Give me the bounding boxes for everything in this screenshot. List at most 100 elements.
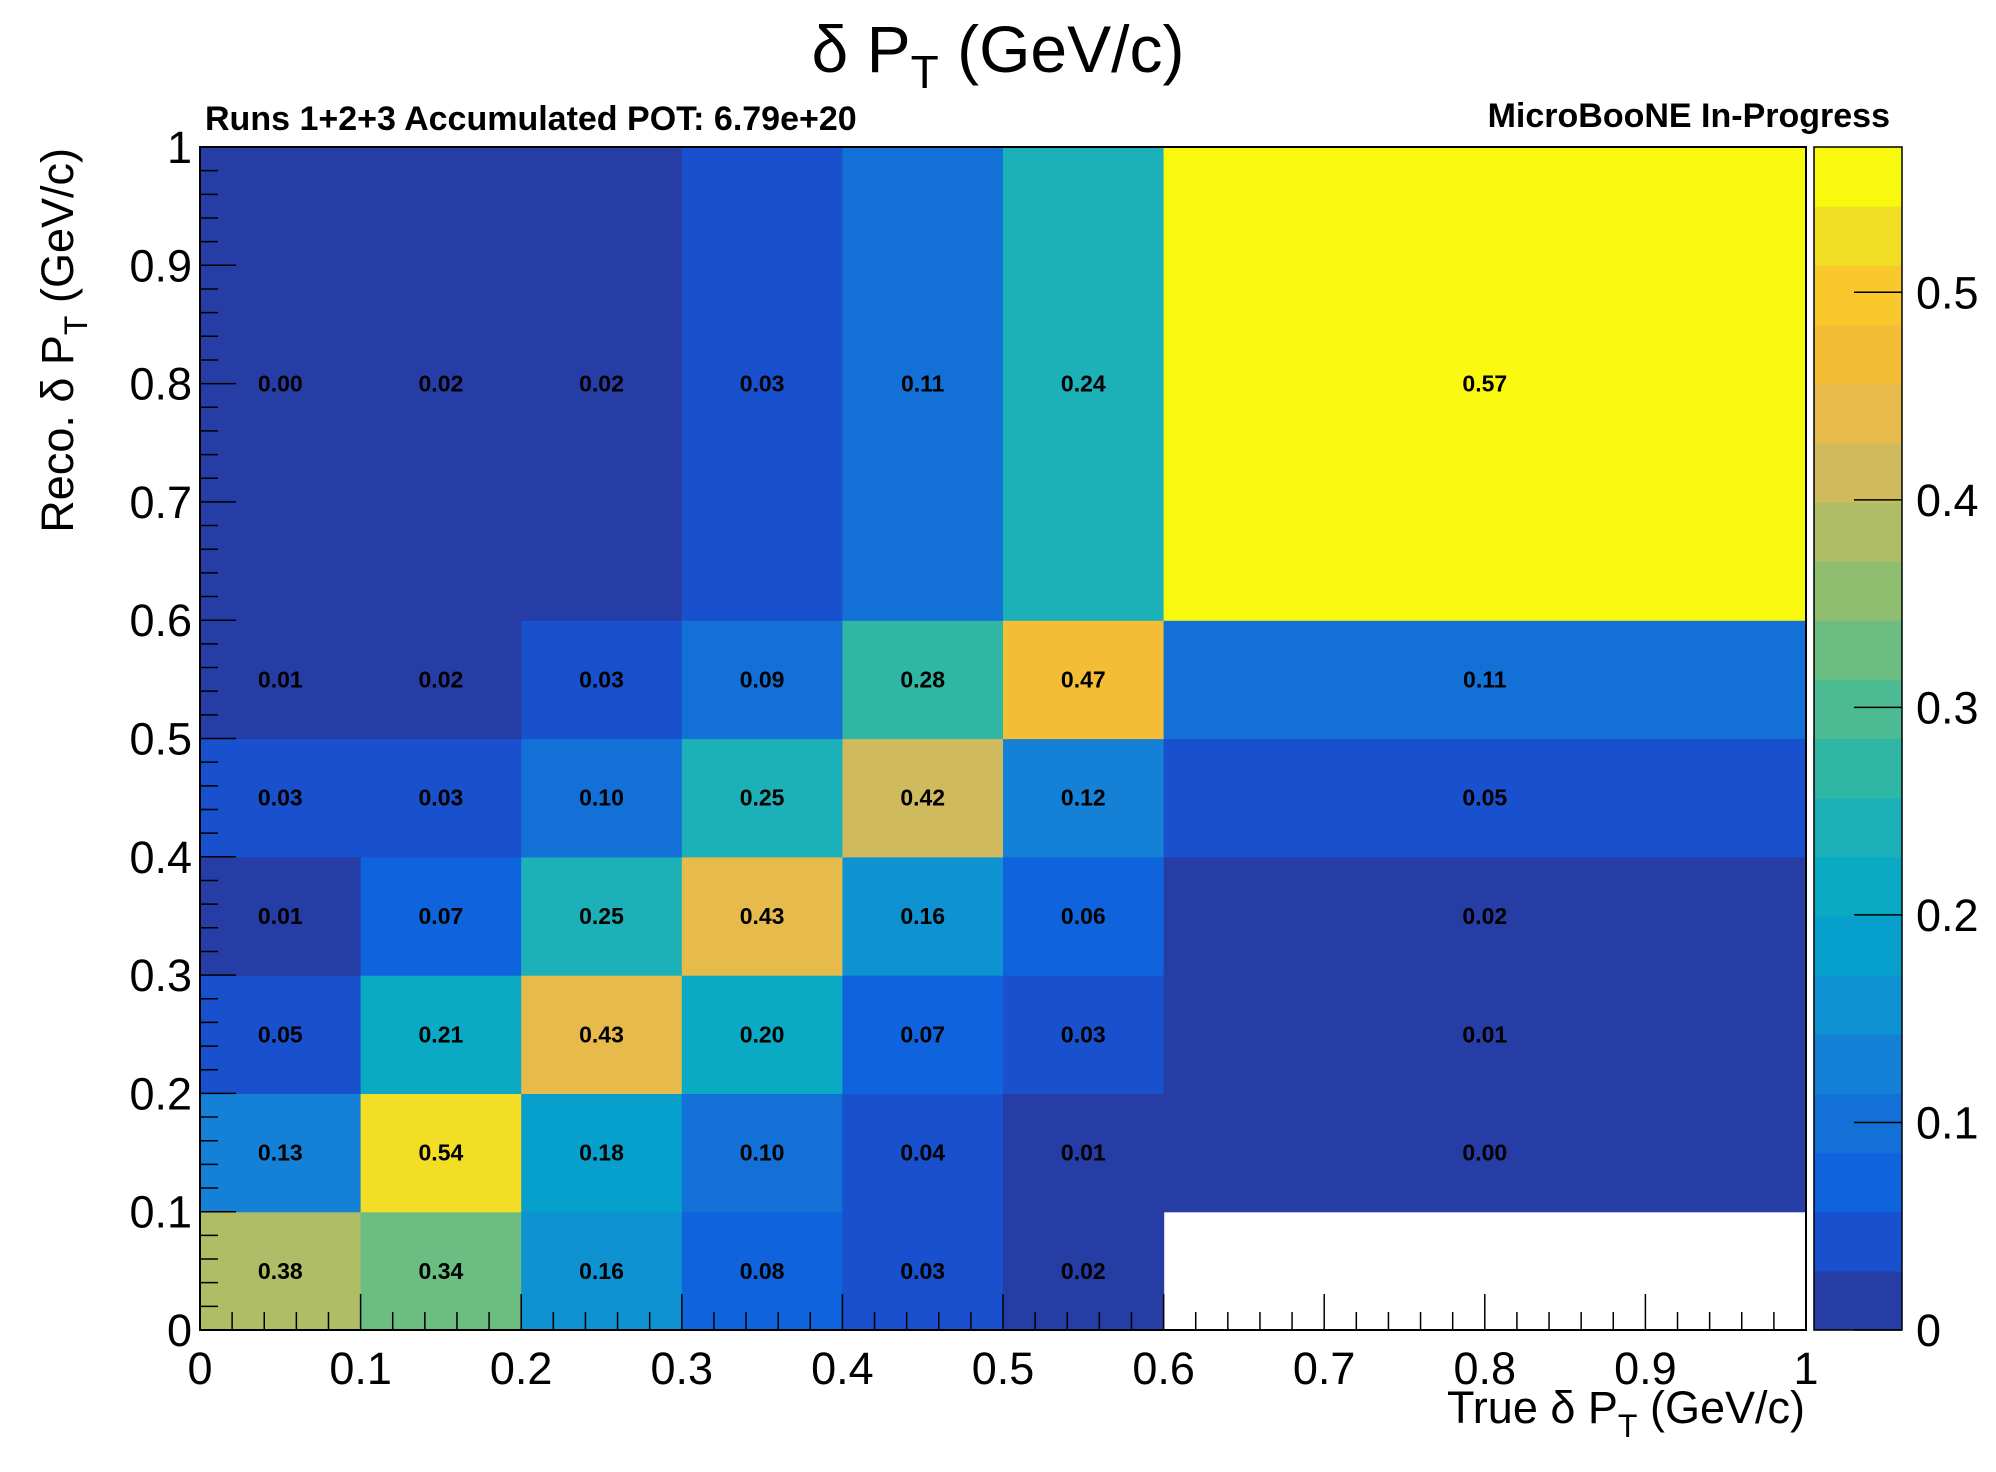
y-tick-label: 0 [167, 1305, 192, 1356]
heatmap-cell [1003, 975, 1165, 1094]
color-scale-segment [1814, 1152, 1902, 1213]
cell-value-label: 0.07 [900, 1021, 945, 1047]
cell-value-label: 0.12 [1061, 785, 1106, 811]
cell-value-label: 0.01 [1061, 1140, 1106, 1166]
cell-value-label: 0.16 [579, 1258, 624, 1284]
heatmap-cell [681, 856, 843, 976]
cell-value-label: 0.42 [900, 785, 945, 811]
color-scale-segment [1814, 206, 1902, 266]
heatmap-cell [842, 856, 1004, 976]
heatmap-cell [842, 1211, 1004, 1331]
cell-value-label: 0.21 [419, 1021, 464, 1047]
x-tick-label: 0.5 [972, 1343, 1035, 1394]
cell-value-label: 0.08 [740, 1258, 785, 1284]
heatmap-cell [1163, 856, 1807, 976]
heatmap-cell [1163, 975, 1807, 1094]
heatmap-cell [842, 1093, 1004, 1213]
cell-value-label: 0.05 [258, 1021, 303, 1047]
heatmap-cell [681, 620, 843, 740]
color-scale-tick-label: 0.3 [1916, 682, 1979, 733]
cell-value-label: 0.03 [419, 785, 464, 811]
heatmap-cell [521, 1093, 683, 1213]
heatmap-cell [681, 147, 843, 621]
heatmap-cell [200, 975, 362, 1094]
cell-value-labels: 0.38 0.34 0.16 0.08 0.03 0.02 0.13 0.54 0.18 0.10… [258, 371, 1507, 1284]
heatmap-cell [1003, 856, 1165, 976]
heatmap-cell [1003, 1211, 1165, 1331]
cell-value-label: 0.43 [740, 903, 785, 929]
color-scale-segment [1814, 738, 1902, 799]
heatmap-cell [1163, 620, 1807, 740]
heatmap-cell [842, 620, 1004, 740]
color-scale-segment [1814, 265, 1902, 326]
x-tick-label: 0.8 [1454, 1343, 1517, 1394]
heatmap-cell [842, 738, 1004, 858]
experiment-label: MicroBooNE In-Progress [1488, 97, 1890, 135]
heatmap-cell [200, 1093, 362, 1213]
color-scale-segment [1814, 856, 1902, 917]
cell-value-label: 0.03 [740, 371, 785, 397]
cell-value-label: 0.03 [900, 1258, 945, 1284]
heatmap-cell [681, 738, 843, 858]
x-tick-label: 0.9 [1614, 1343, 1677, 1394]
color-scale-tick-label: 0 [1916, 1305, 1941, 1356]
color-scale-segment [1814, 679, 1902, 740]
cell-value-label: 0.47 [1061, 666, 1106, 692]
cell-value-label: 0.54 [419, 1140, 464, 1166]
color-scale-segment [1814, 442, 1902, 503]
y-tick-label: 0.7 [129, 477, 192, 528]
y-axis-label: Reco. δ PT (GeV/c) [32, 148, 94, 533]
cell-value-label: 0.03 [1061, 1021, 1106, 1047]
cell-value-label: 0.25 [579, 903, 624, 929]
heatmap-cell [681, 975, 843, 1094]
cell-value-label: 0.24 [1061, 371, 1106, 397]
cell-value-label: 0.34 [419, 1258, 464, 1284]
x-tick-label: 0.6 [1132, 1343, 1195, 1394]
y-tick-label: 0.5 [129, 714, 192, 765]
heatmap-cell [1003, 147, 1165, 621]
heatmap-cell [521, 1211, 683, 1331]
color-scale-segment [1814, 147, 1902, 207]
color-scale-tick-label: 0.2 [1916, 890, 1979, 941]
heatmap-cell [1163, 1093, 1807, 1213]
color-scale-segment [1814, 501, 1902, 562]
cell-value-label: 0.01 [258, 903, 303, 929]
heatmap-cell [1163, 147, 1807, 621]
cell-value-label: 0.10 [740, 1140, 785, 1166]
y-tick-label: 0.4 [129, 832, 192, 883]
color-scale-segment [1814, 324, 1902, 385]
cell-value-label: 0.13 [258, 1140, 303, 1166]
x-axis-label: True δ PT (GeV/c) [1447, 1382, 1805, 1444]
cell-value-label: 0.00 [1462, 1140, 1507, 1166]
heatmap-cell [681, 1211, 843, 1331]
heatmap-cell [360, 1211, 522, 1331]
cell-value-label: 0.25 [740, 785, 785, 811]
color-scale-segment [1814, 1270, 1902, 1331]
cell-value-label: 0.43 [579, 1021, 624, 1047]
color-scale-tick-label: 0.5 [1916, 267, 1979, 318]
cell-value-label: 0.03 [579, 666, 624, 692]
heatmap-cell [1003, 620, 1165, 740]
cell-value-label: 0.00 [258, 371, 303, 397]
y-tick-label: 1 [167, 122, 192, 173]
color-scale-segment [1814, 975, 1902, 1035]
cell-value-label: 0.07 [419, 903, 464, 929]
heatmap-cell [360, 856, 522, 976]
color-scale-segment [1814, 1093, 1902, 1154]
y-tick-label: 0.9 [129, 240, 192, 291]
cell-value-label: 0.11 [1463, 666, 1507, 692]
color-scale-tick-label: 0.4 [1916, 475, 1979, 526]
x-tick-label: 1 [1793, 1343, 1818, 1394]
cell-value-label: 0.18 [579, 1140, 624, 1166]
cell-value-label: 0.20 [740, 1021, 785, 1047]
cell-value-label: 0.02 [419, 371, 464, 397]
heatmap-cell [200, 738, 362, 858]
x-tick-label: 0.3 [651, 1343, 714, 1394]
y-tick-label: 0.8 [129, 359, 192, 410]
heatmap-cell [842, 975, 1004, 1094]
heatmap-cell [521, 856, 683, 976]
cell-value-label: 0.05 [1462, 785, 1507, 811]
color-scale-segment [1814, 1034, 1902, 1094]
cell-value-label: 0.16 [900, 903, 945, 929]
